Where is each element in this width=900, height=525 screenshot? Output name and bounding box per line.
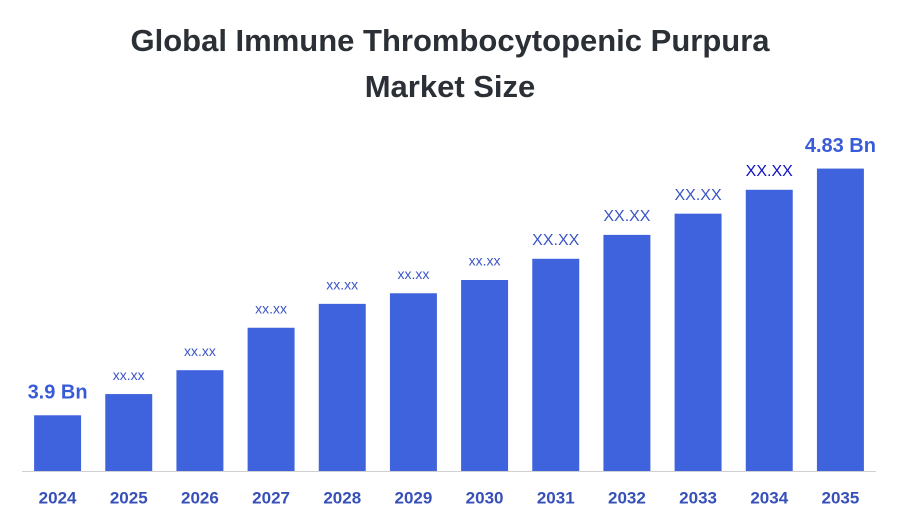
value-label: XX.XX — [603, 208, 650, 225]
value-label: xx.xx — [184, 343, 216, 359]
bar — [318, 303, 366, 471]
value-label: XX.XX — [675, 187, 722, 204]
x-tick-label: 2026 — [181, 488, 219, 507]
bar — [532, 258, 580, 471]
x-tick-label: 2034 — [750, 488, 788, 507]
bar — [176, 370, 224, 471]
chart-title: Global Immune Thrombocytopenic Purpura M… — [130, 23, 770, 104]
bar — [461, 279, 509, 471]
value-label: XX.XX — [746, 163, 793, 180]
value-label: 4.83 Bn — [805, 135, 876, 157]
x-tick-label: 2028 — [323, 488, 361, 507]
bar — [603, 234, 651, 471]
x-tick-label: 2030 — [466, 488, 504, 507]
bar — [389, 293, 437, 471]
x-tick-label: 2029 — [395, 488, 433, 507]
x-tick-label: 2027 — [252, 488, 290, 507]
value-label: xx.xx — [255, 300, 287, 316]
x-tick-label: 2035 — [822, 488, 860, 507]
value-label: xx.xx — [469, 253, 501, 269]
value-label: XX.XX — [532, 232, 579, 249]
x-tick-label: 2031 — [537, 488, 575, 507]
bar — [745, 189, 793, 471]
x-tick-label: 2033 — [679, 488, 717, 507]
value-label: 3.9 Bn — [28, 382, 88, 404]
x-tick-label: 2024 — [39, 488, 77, 507]
bar — [816, 168, 864, 471]
x-tick-label: 2032 — [608, 488, 646, 507]
bar — [247, 327, 295, 471]
value-label: xx.xx — [326, 277, 358, 293]
value-label: xx.xx — [113, 367, 145, 383]
x-tick-label: 2025 — [110, 488, 148, 507]
bar — [105, 394, 153, 471]
value-label: xx.xx — [397, 266, 429, 282]
bar — [34, 415, 82, 471]
bar — [674, 213, 722, 471]
